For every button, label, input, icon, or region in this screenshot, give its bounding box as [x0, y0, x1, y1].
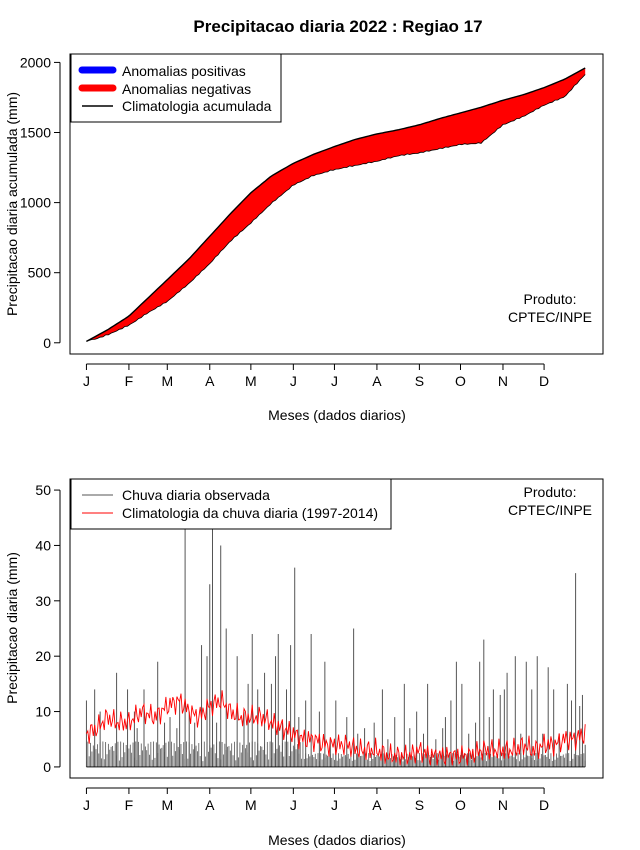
top-x-tick-label: S [415, 373, 424, 389]
bottom-y-tick-label: 30 [35, 593, 51, 609]
bottom-x-tick-label: A [205, 797, 215, 813]
top-x-tick-label: J [290, 373, 297, 389]
top-x-tick-label: A [205, 373, 215, 389]
top-y-tick-label: 2000 [20, 54, 51, 70]
bottom-credit-line1: Produto: [524, 484, 577, 500]
top-credit-line2: CPTEC/INPE [508, 309, 592, 325]
cumulative-panel: J F M A M J J A S O N D 0 500 1000 1500 2000 Meses (dado… [4, 53, 604, 423]
climatology-daily-line [85, 690, 586, 766]
top-x-tick-label: M [245, 373, 257, 389]
top-credit-line1: Produto: [524, 291, 577, 307]
bottom-x-tick-label: S [415, 797, 424, 813]
bottom-y-axis-label: Precipitacao diaria (mm) [4, 552, 20, 704]
bottom-x-tick-label: A [372, 797, 382, 813]
legend-label-climatology: Climatologia acumulada [122, 98, 272, 114]
bottom-x-tick-label: M [161, 797, 173, 813]
bottom-x-tick-label: O [455, 797, 466, 813]
top-x-tick-label: J [83, 373, 90, 389]
observed-cumulative-line [86, 74, 586, 342]
bottom-y-tick-label: 10 [35, 704, 51, 720]
top-x-tick-label: M [161, 373, 173, 389]
bottom-legend: Chuva diaria observada Climatologia da c… [70, 478, 392, 530]
negative-anomaly-area [86, 68, 586, 342]
top-y-tick-label: 1500 [20, 125, 51, 141]
bottom-x-tick-label: F [125, 797, 134, 813]
bottom-y-tick-label: 40 [35, 537, 51, 553]
top-x-axis-label: Meses (dados diarios) [268, 407, 406, 423]
top-y-tick-label: 0 [43, 335, 51, 351]
bottom-x-axis-label: Meses (dados diarios) [268, 832, 406, 848]
top-x-tick-label: N [498, 373, 508, 389]
top-x-tick-label: D [539, 373, 549, 389]
legend-label-negative: Anomalias negativas [122, 81, 251, 97]
bottom-y-tick-label: 50 [35, 482, 51, 498]
bottom-y-tick-label: 0 [43, 759, 51, 775]
bottom-x-tick-label: J [331, 797, 338, 813]
top-x-tick-label: J [331, 373, 338, 389]
bottom-y-tick-label: 20 [35, 648, 51, 664]
top-plot-frame [69, 53, 604, 355]
legend-label-positive: Anomalias positivas [122, 63, 246, 79]
chart-title: Precipitacao diaria 2022 : Regiao 17 [193, 17, 482, 36]
top-x-tick-label: A [372, 373, 382, 389]
top-legend: Anomalias positivas Anomalias negativas … [70, 53, 282, 123]
bottom-legend-box [70, 478, 392, 530]
legend-label-observed: Chuva diaria observada [122, 487, 270, 503]
daily-panel: J F M A M J J A S O N D 0 10 20 30 40 50 Meses (dados dia… [4, 478, 604, 848]
bottom-x-tick-label: N [498, 797, 508, 813]
legend-label-clim-daily: Climatologia da chuva diaria (1997-2014) [122, 505, 378, 521]
top-y-tick-label: 500 [28, 265, 52, 281]
top-y-axis-label: Precipitacao diaria acumulada (mm) [4, 92, 20, 316]
climatology-cumulative-line [86, 67, 586, 343]
bottom-x-tick-label: D [539, 797, 549, 813]
top-x-tick-label: O [455, 373, 466, 389]
bottom-credit-line2: CPTEC/INPE [508, 502, 592, 518]
bottom-x-tick-label: M [245, 797, 257, 813]
top-y-tick-label: 1000 [20, 195, 51, 211]
top-x-tick-label: F [125, 373, 134, 389]
bottom-x-tick-label: J [83, 797, 90, 813]
bottom-x-tick-label: J [290, 797, 297, 813]
